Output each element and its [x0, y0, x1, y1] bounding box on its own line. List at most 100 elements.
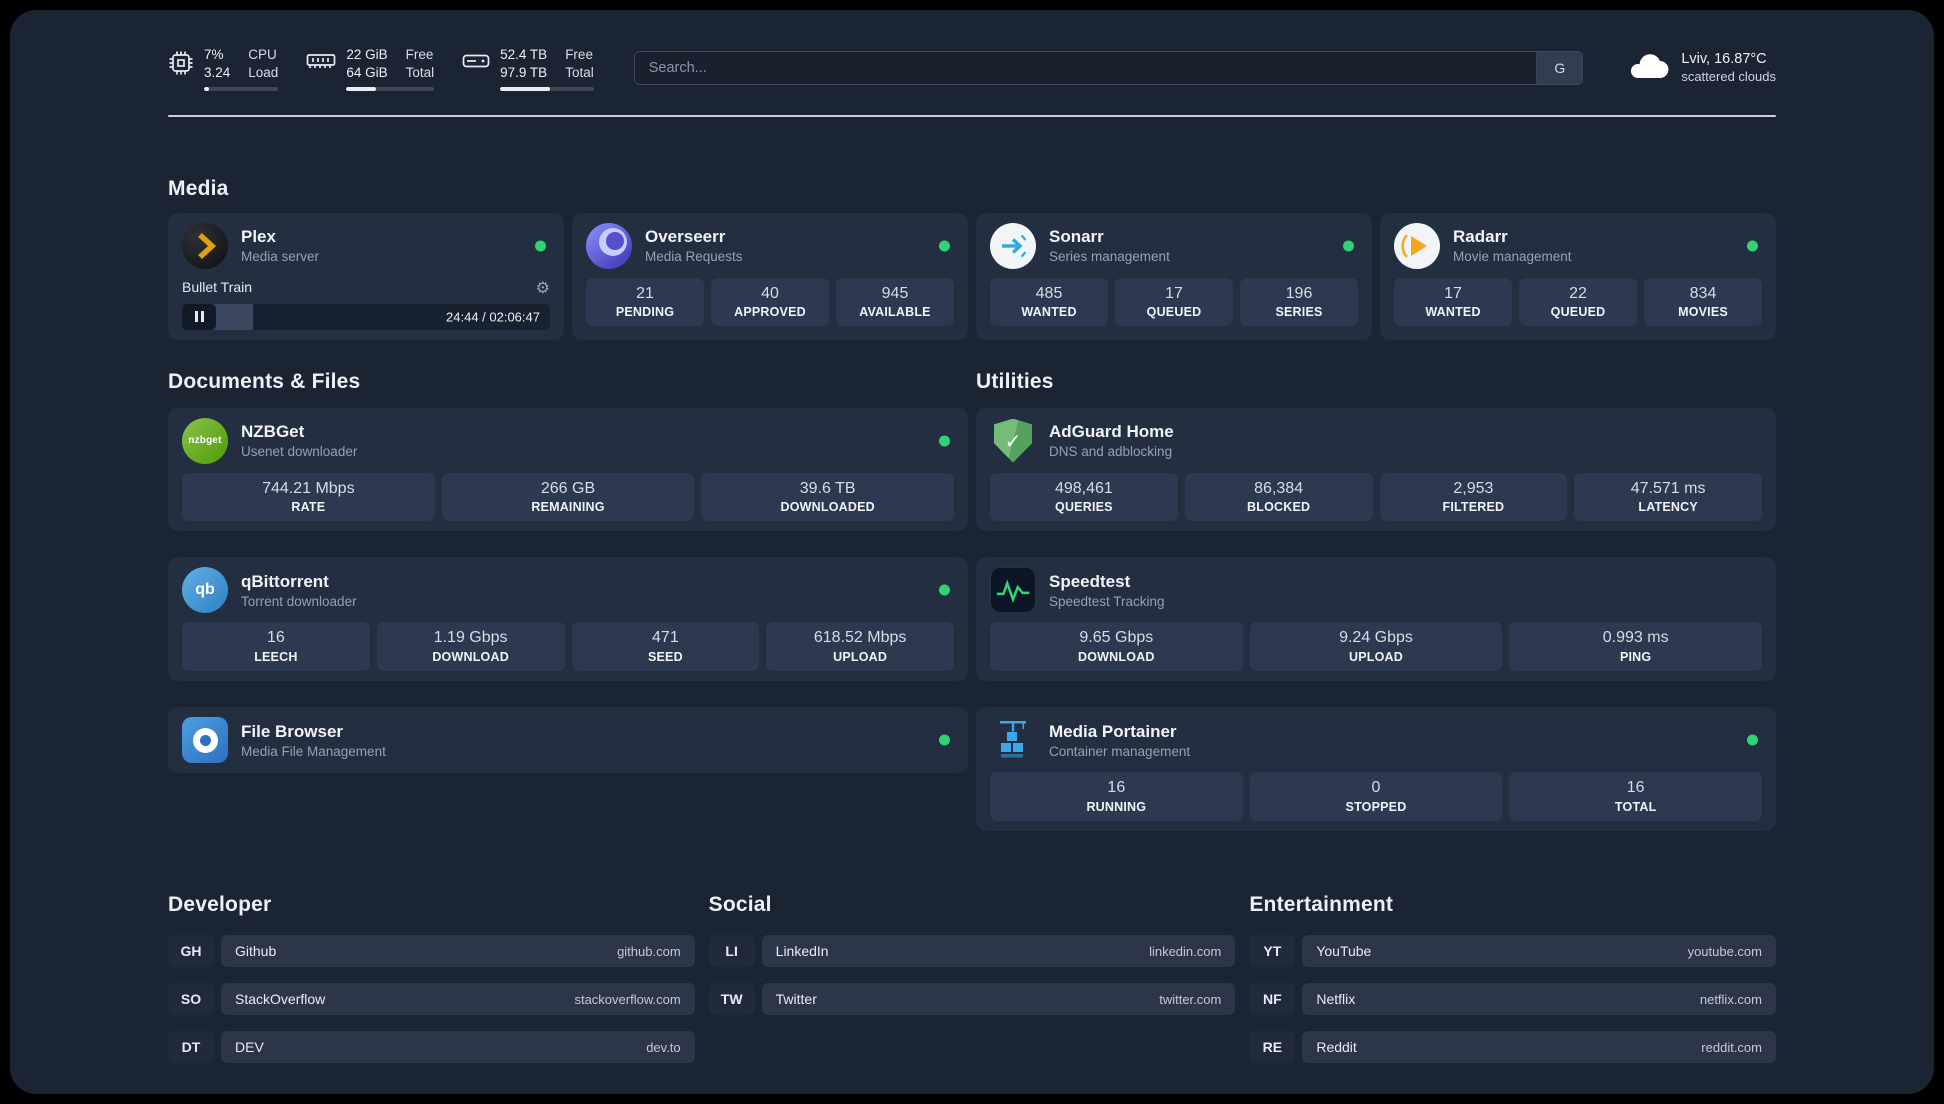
cpu-percent: 7% — [204, 47, 224, 62]
status-dot — [939, 734, 950, 746]
disk-total: 97.9 TB — [500, 64, 548, 80]
stat-ping: 0.993 ms PING — [1509, 622, 1762, 672]
developer-links: Developer GH Github github.com SO StackO… — [168, 893, 695, 1079]
ram-usage-bar — [346, 86, 435, 91]
plex-icon — [182, 222, 228, 269]
documents-column: Documents & Files nzbget NZBGet Usenet d… — [168, 370, 968, 831]
playback-time: 24:44 / 02:06:47 — [446, 309, 540, 325]
stat-available: 945 AVAILABLE — [836, 277, 954, 327]
stat-blocked: 86,384 BLOCKED — [1184, 472, 1373, 522]
ram-label: Free — [405, 47, 434, 62]
adguard-shield-icon: ✓ — [990, 418, 1036, 464]
card-overseerr[interactable]: Overseerr Media Requests 21 PENDING 40 A… — [572, 212, 968, 340]
stat-queries: 498,461 QUERIES — [990, 472, 1178, 522]
stat-stopped: 0 STOPPED — [1249, 772, 1503, 822]
card-subtitle: Series management — [1049, 249, 1170, 265]
status-dot — [535, 240, 546, 252]
dev-link[interactable]: DEV dev.to — [221, 1031, 695, 1064]
system-metrics: 7% 3.24 CPU Load — [168, 46, 594, 91]
overseerr-icon — [586, 222, 632, 269]
github-link[interactable]: Github github.com — [221, 935, 695, 968]
memory-metric: 22 GiB 64 GiB Free Total — [306, 46, 435, 91]
card-subtitle: Media File Management — [241, 743, 386, 759]
card-portainer[interactable]: Media Portainer Container management 16 … — [976, 707, 1776, 832]
entertainment-links: Entertainment YT YouTube youtube.com NF … — [1249, 893, 1776, 1079]
linkedin-abbr: LI — [708, 935, 755, 968]
sonarr-icon — [990, 222, 1036, 269]
media-section-heading: Media — [168, 176, 229, 200]
card-title: Media Portainer — [1049, 721, 1177, 741]
status-dot — [939, 435, 950, 447]
card-sonarr[interactable]: Sonarr Series management 485 WANTED 17 Q… — [976, 212, 1372, 340]
filebrowser-icon — [182, 717, 228, 764]
radarr-icon — [1394, 222, 1440, 269]
card-subtitle: Usenet downloader — [241, 444, 358, 460]
card-title: Radarr — [1453, 226, 1508, 246]
ram-label2: Total — [405, 64, 435, 80]
ram-free: 22 GiB — [346, 47, 388, 62]
card-title: File Browser — [241, 721, 344, 741]
netflix-link[interactable]: Netflix netflix.com — [1302, 983, 1776, 1016]
status-dot — [939, 584, 950, 596]
card-subtitle: DNS and adblocking — [1049, 444, 1173, 460]
weather-location: Lviv, 16.87°C — [1681, 51, 1767, 68]
social-section-heading: Social — [708, 893, 772, 917]
stat-filtered: 2,953 FILTERED — [1379, 472, 1568, 522]
reddit-link[interactable]: Reddit reddit.com — [1302, 1031, 1776, 1064]
pause-button[interactable] — [182, 303, 216, 330]
stackoverflow-link[interactable]: StackOverflow stackoverflow.com — [221, 983, 695, 1016]
utilities-section-heading: Utilities — [976, 369, 1054, 393]
header-divider — [168, 114, 1776, 117]
nzbget-icon: nzbget — [182, 417, 228, 464]
entertainment-section-heading: Entertainment — [1249, 893, 1394, 917]
stat-upload: 618.52 Mbps UPLOAD — [766, 622, 954, 672]
disk-icon — [462, 50, 490, 72]
stackoverflow-abbr: SO — [168, 983, 214, 1016]
card-radarr[interactable]: Radarr Movie management 17 WANTED 22 QUE… — [1380, 212, 1776, 340]
youtube-link[interactable]: YouTube youtube.com — [1302, 935, 1776, 968]
speedtest-icon — [990, 567, 1036, 614]
twitter-abbr: TW — [708, 983, 755, 1016]
card-title: Overseerr — [645, 226, 726, 246]
documents-section-heading: Documents & Files — [168, 369, 361, 393]
disk-metric: 52.4 TB 97.9 TB Free Total — [462, 46, 594, 91]
stat-approved: 40 APPROVED — [711, 277, 829, 327]
portainer-icon — [990, 717, 1036, 763]
card-adguard[interactable]: ✓ AdGuard Home DNS and adblocking 498,46… — [976, 407, 1776, 532]
card-qbittorrent[interactable]: qb qBittorrent Torrent downloader 16 LEE… — [168, 557, 968, 682]
cloud-icon — [1627, 51, 1669, 86]
card-plex[interactable]: Plex Media server Bullet Train ⚙ 24:44 /… — [168, 212, 564, 340]
playback-progress-bar[interactable]: 24:44 / 02:06:47 — [182, 303, 550, 330]
youtube-abbr: YT — [1249, 935, 1296, 968]
gear-icon[interactable]: ⚙ — [535, 277, 550, 297]
card-filebrowser[interactable]: File Browser Media File Management — [168, 707, 968, 774]
disk-usage-bar — [500, 86, 594, 91]
search-input[interactable] — [633, 51, 1584, 86]
card-subtitle: Torrent downloader — [241, 594, 357, 610]
qbittorrent-icon: qb — [182, 567, 228, 614]
search-engine-button[interactable]: G — [1536, 52, 1583, 85]
stat-remaining: 266 GB REMAINING — [441, 472, 695, 522]
card-title: NZBGet — [241, 421, 305, 441]
card-subtitle: Movie management — [1453, 249, 1572, 265]
status-dot — [1747, 240, 1758, 252]
search-bar: G — [633, 51, 1584, 86]
card-subtitle: Speedtest Tracking — [1049, 594, 1165, 610]
dev-abbr: DT — [168, 1031, 214, 1064]
dashboard-panel: 7% 3.24 CPU Load — [10, 10, 1934, 1094]
utilities-column: Utilities ✓ AdGuard Home DNS and adblock… — [976, 369, 1776, 832]
stat-downloaded: 39.6 TB DOWNLOADED — [701, 472, 954, 522]
card-title: Sonarr — [1049, 226, 1104, 246]
card-subtitle: Container management — [1049, 743, 1191, 759]
cpu-usage-bar — [204, 86, 279, 91]
github-abbr: GH — [168, 935, 214, 968]
social-links: Social LI LinkedIn linkedin.com TW Twitt… — [708, 893, 1236, 1079]
weather-widget: Lviv, 16.87°C scattered clouds — [1627, 50, 1776, 86]
stat-queued: 17 QUEUED — [1115, 277, 1233, 327]
stat-wanted: 17 WANTED — [1394, 277, 1512, 327]
linkedin-link[interactable]: LinkedIn linkedin.com — [761, 935, 1236, 968]
card-nzbget[interactable]: nzbget NZBGet Usenet downloader 744.21 M… — [168, 407, 968, 532]
twitter-link[interactable]: Twitter twitter.com — [761, 983, 1236, 1016]
stat-upload: 9.24 Gbps UPLOAD — [1249, 622, 1503, 672]
card-speedtest[interactable]: Speedtest Speedtest Tracking 9.65 Gbps D… — [976, 557, 1776, 682]
